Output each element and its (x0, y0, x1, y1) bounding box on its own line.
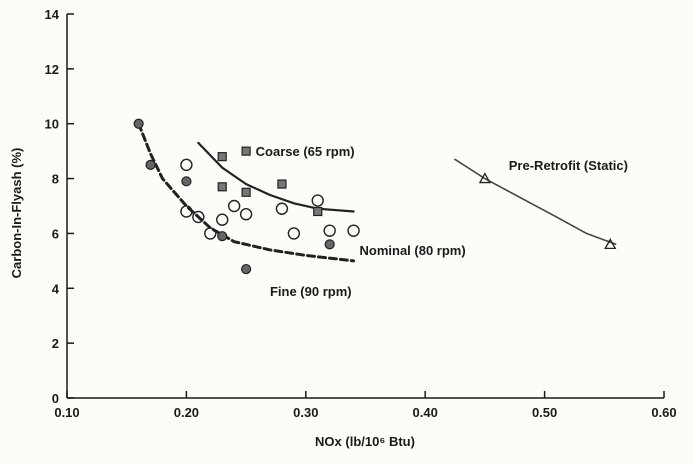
data-point-pre-retrofit (478, 172, 492, 184)
x-axis-title: NOx (lb/10⁶ Btu) (315, 434, 415, 449)
series-annotation: Pre-Retrofit (Static) (509, 158, 628, 173)
data-point-coarse (313, 206, 323, 217)
y-tick-label: 12 (45, 62, 59, 77)
y-tick-label: 6 (52, 226, 59, 241)
y-axis-title: Carbon-In-Flyash (%) (9, 148, 24, 279)
data-points (133, 118, 617, 275)
y-tick-label: 2 (52, 336, 59, 351)
data-point-nominal (323, 224, 336, 237)
ticks: 0 2 4 6 8 10 12 14 0.10 0.20 0.30 0.40 0.50 0.60 (45, 7, 677, 420)
data-point-nominal (347, 224, 360, 237)
data-point-nominal (204, 227, 217, 240)
fit-curve (454, 158, 617, 246)
data-point-nominal (192, 210, 205, 224)
data-point-coarse (241, 146, 251, 156)
y-tick-label: 8 (52, 172, 59, 187)
x-tick-label: 0.50 (532, 405, 557, 420)
x-tick-label: 0.60 (651, 405, 676, 420)
data-point-coarse (277, 179, 287, 189)
annotations: Coarse (65 rpm) Nominal (80 rpm) Fine (90 … (256, 144, 628, 299)
series-annotation: Coarse (65 rpm) (256, 144, 355, 159)
data-point-coarse (241, 187, 251, 197)
data-point-nominal (180, 205, 193, 218)
data-point-nominal (311, 194, 324, 207)
data-point-fine (133, 118, 144, 129)
data-point-fine (145, 159, 156, 170)
data-point-nominal (180, 158, 193, 172)
x-tick-label: 0.10 (54, 405, 79, 420)
data-point-nominal (287, 227, 301, 240)
y-tick-label: 4 (52, 281, 60, 296)
fit-curves (137, 122, 617, 263)
series-annotation: Fine (90 rpm) (270, 284, 352, 299)
series-annotation: Nominal (80 rpm) (360, 243, 466, 258)
axes (66, 14, 664, 399)
data-point-coarse (217, 152, 227, 162)
data-point-pre-retrofit (604, 238, 617, 250)
data-point-coarse (217, 182, 227, 192)
x-tick-label: 0.20 (174, 405, 199, 420)
data-point-nominal (275, 202, 289, 215)
data-point-fine (324, 239, 335, 250)
data-point-nominal (216, 213, 229, 226)
x-tick-label: 0.40 (413, 405, 438, 420)
x-tick-label: 0.30 (293, 405, 318, 420)
data-point-fine (181, 176, 192, 187)
data-point-fine (217, 231, 228, 242)
data-point-nominal (239, 208, 253, 221)
y-tick-label: 14 (45, 7, 60, 22)
y-tick-label: 0 (52, 391, 59, 406)
y-tick-label: 10 (45, 117, 59, 132)
data-point-nominal (227, 199, 241, 213)
data-point-fine (241, 263, 252, 275)
